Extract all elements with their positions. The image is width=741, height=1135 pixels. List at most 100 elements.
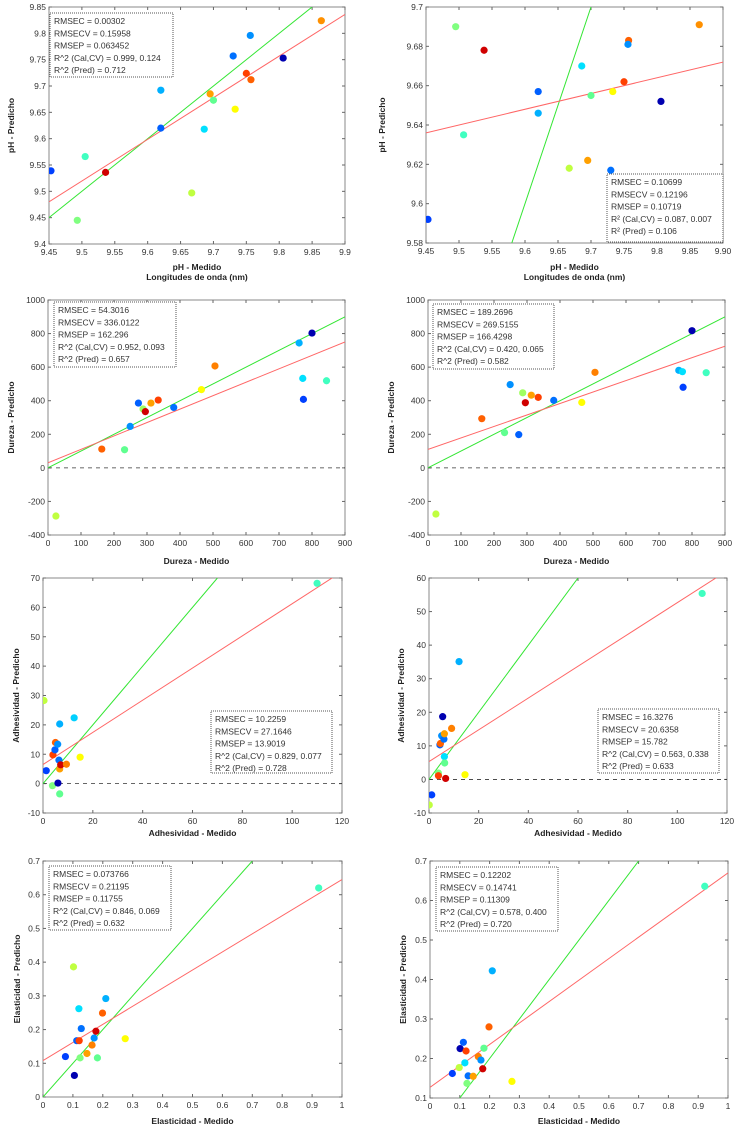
stats-line: RMSECV = 336.0122 bbox=[58, 317, 140, 327]
regression-line bbox=[429, 578, 717, 763]
data-point bbox=[121, 1035, 129, 1043]
stats-line: RMSEC = 54.3016 bbox=[58, 305, 129, 315]
scatter-panel-2: 9.45 9.5 9.55 9.6 9.65 9.7 9.75 9.8 9.85 9.90 9.58… bbox=[377, 2, 732, 282]
x-tick-label: 0.2 bbox=[97, 1100, 109, 1110]
data-point bbox=[56, 720, 64, 728]
stats-line: R^2 (Cal,CV) = 0.420, 0.065 bbox=[437, 344, 544, 354]
data-point bbox=[440, 730, 448, 738]
data-point bbox=[48, 782, 57, 790]
stats-line: R² (Cal,CV) = 0.087, 0.007 bbox=[611, 214, 712, 224]
data-point bbox=[299, 395, 308, 403]
identity-line bbox=[511, 7, 592, 243]
data-point bbox=[515, 431, 523, 439]
x-tick-label: 9.5 bbox=[453, 246, 465, 256]
y-tick-label: 200 bbox=[31, 429, 45, 439]
plot-area bbox=[42, 577, 343, 814]
stats-line: RMSEC = 0.10699 bbox=[611, 177, 682, 187]
data-point bbox=[429, 801, 433, 809]
data-point bbox=[76, 1054, 84, 1062]
data-point bbox=[480, 1044, 488, 1052]
stats-line: RMSECV = 0.14741 bbox=[440, 882, 517, 892]
x-tick-label: 9.75 bbox=[238, 247, 255, 257]
data-point bbox=[211, 362, 219, 370]
data-point bbox=[120, 446, 129, 454]
data-point bbox=[134, 399, 143, 407]
x-tick-label: 200 bbox=[487, 538, 501, 548]
y-tick-label: 50 bbox=[31, 632, 41, 642]
x-tick-label: 80 bbox=[238, 816, 248, 826]
x-tick-label: 9.55 bbox=[107, 247, 124, 257]
y-tick-label: 30 bbox=[417, 674, 427, 684]
x-tick-label: 100 bbox=[74, 538, 88, 548]
x-tick-label: 20 bbox=[474, 816, 484, 826]
data-point bbox=[462, 1047, 470, 1055]
data-point bbox=[534, 109, 542, 117]
data-point bbox=[295, 339, 303, 347]
stats-line: RMSECV = 0.15958 bbox=[54, 28, 131, 38]
stats-line: R^2 (Cal,CV) = 0.829, 0.077 bbox=[215, 751, 322, 761]
y-tick-label: 600 bbox=[31, 362, 45, 372]
regression-line bbox=[428, 345, 725, 450]
data-point bbox=[702, 369, 710, 377]
x-axis-label: pH - Medido bbox=[550, 262, 599, 272]
data-point bbox=[52, 512, 60, 520]
data-point bbox=[479, 1065, 487, 1073]
scatter-panel-7: 0 0.1 0.2 0.3 0.4 0.5 0.6 0.7 0.8 0.9 1 0 0.1 0.2 0.3 0… bbox=[12, 856, 345, 1126]
data-point bbox=[51, 746, 59, 754]
data-point bbox=[101, 168, 110, 176]
y-tick-label: 0.5 bbox=[28, 923, 40, 933]
y-tick-label: 0.1 bbox=[415, 1093, 427, 1103]
y-tick-label: 9.55 bbox=[29, 160, 46, 170]
x-tick-label: 400 bbox=[553, 538, 567, 548]
data-point bbox=[43, 696, 48, 705]
data-point bbox=[279, 54, 287, 62]
x-tick-label: 800 bbox=[685, 538, 699, 548]
y-axis-label: Adhesividad - Predicho bbox=[11, 648, 21, 742]
data-point bbox=[679, 383, 687, 391]
stats-line: RMSEP = 0.11309 bbox=[440, 895, 510, 905]
data-point bbox=[578, 398, 586, 406]
stats-box bbox=[597, 708, 720, 774]
stats-line: RMSEP = 0.10719 bbox=[611, 202, 682, 212]
data-point bbox=[469, 1072, 477, 1080]
stats-line: RMSECV = 0.21195 bbox=[53, 881, 129, 891]
x-tick-label: 900 bbox=[718, 538, 732, 548]
x-tick-label: 0 bbox=[427, 816, 432, 826]
regression-line bbox=[49, 13, 345, 203]
data-point bbox=[485, 1023, 493, 1031]
stats-box bbox=[53, 301, 177, 368]
x-axis-label: Adhesividad - Medido bbox=[534, 828, 622, 838]
y-tick-label: 9.68 bbox=[406, 41, 423, 51]
y-axis-label: Dureza - Predicho bbox=[6, 381, 16, 453]
data-point bbox=[81, 152, 89, 161]
y-tick-label: 9.7 bbox=[34, 81, 46, 91]
x-tick-label: 700 bbox=[272, 538, 286, 548]
data-point bbox=[439, 713, 447, 721]
y-tick-label: 9.45 bbox=[29, 213, 46, 223]
data-point bbox=[62, 760, 71, 768]
data-point bbox=[76, 753, 84, 761]
x-tick-label: 600 bbox=[619, 538, 633, 548]
x-tick-label: 1 bbox=[726, 1101, 731, 1111]
data-point bbox=[442, 774, 450, 783]
x-tick-label: 600 bbox=[239, 538, 253, 548]
x-tick-label: 9.6 bbox=[142, 247, 154, 257]
data-point bbox=[461, 771, 469, 779]
x-tick-label: 500 bbox=[586, 538, 600, 548]
x-tick-label: 0 bbox=[426, 538, 431, 548]
data-point bbox=[157, 86, 165, 94]
data-point bbox=[90, 1034, 98, 1042]
stats-box bbox=[432, 303, 555, 370]
x-tick-label: 100 bbox=[454, 538, 468, 548]
data-point bbox=[448, 1069, 456, 1078]
x-tick-label: 0.5 bbox=[187, 1100, 199, 1110]
data-point bbox=[440, 735, 448, 743]
x-axis-label: Dureza - Medido bbox=[544, 556, 610, 566]
data-point bbox=[624, 40, 632, 48]
scatter-panel-1: 9.45 9.5 9.55 9.6 9.65 9.7 9.75 9.8 9.85 9.99.49.… bbox=[6, 2, 351, 282]
stats-box bbox=[48, 865, 172, 931]
regression-line bbox=[48, 341, 345, 464]
stats-box bbox=[435, 866, 559, 932]
y-tick-label: -400 bbox=[28, 530, 45, 540]
